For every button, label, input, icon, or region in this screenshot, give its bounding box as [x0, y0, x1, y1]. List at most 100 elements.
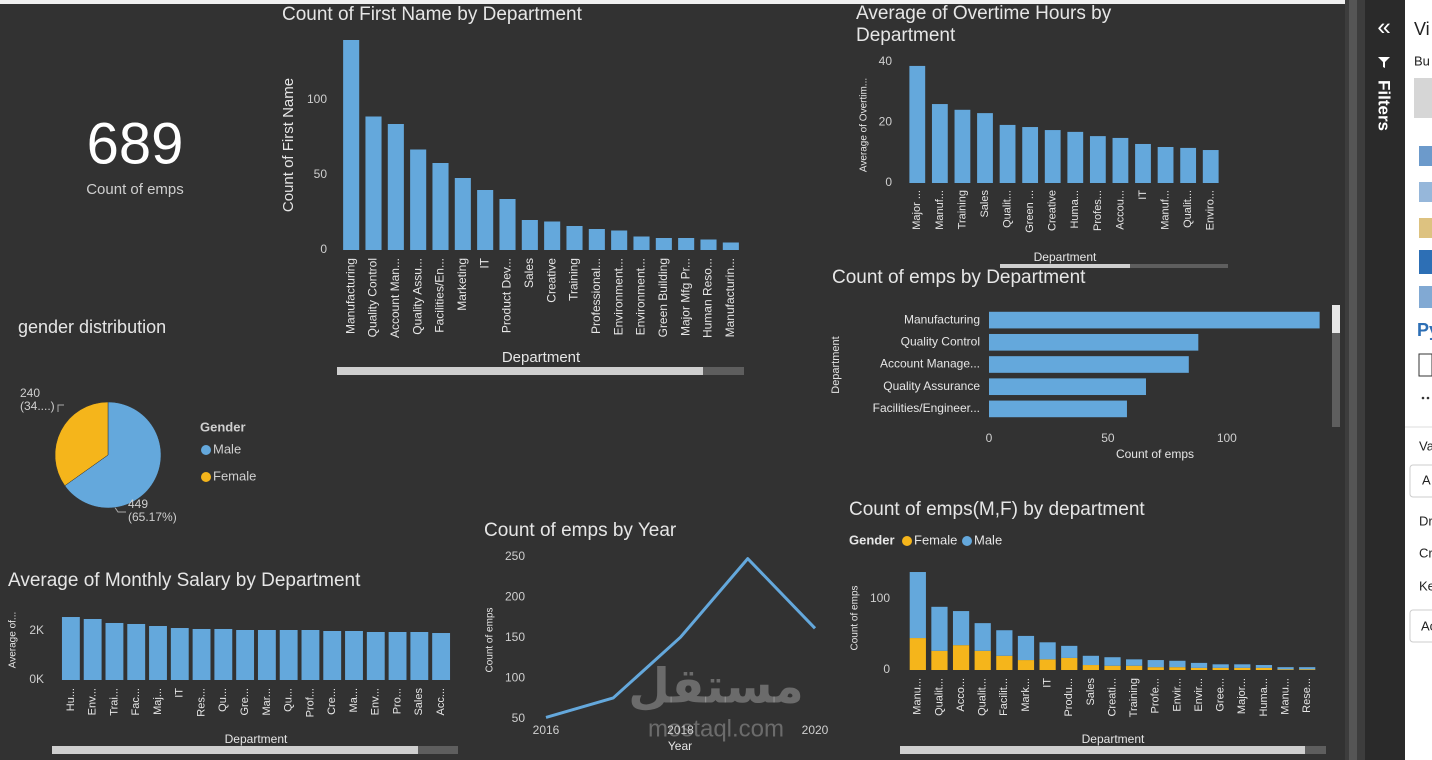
data-label: 449 (65.17%) — [128, 498, 177, 524]
bar — [1089, 136, 1106, 183]
field-well[interactable] — [1409, 464, 1432, 498]
scrollbar-thumb[interactable] — [1332, 305, 1340, 333]
x-tick-label: Cre... — [326, 688, 338, 715]
legend-swatch — [902, 536, 912, 546]
more-dot[interactable] — [1421, 396, 1425, 400]
bar — [989, 311, 1320, 329]
bar-segment — [931, 650, 948, 670]
bar-segment — [1255, 665, 1273, 668]
scrollbar-thumb[interactable] — [337, 367, 703, 375]
bar-segment — [1017, 660, 1035, 670]
x-tick-label: Manufacturin... — [723, 258, 737, 337]
bar — [544, 221, 561, 250]
chart-title: Count of emps(M,F) by department — [849, 499, 1145, 520]
bar — [633, 236, 650, 250]
x-tick-label: Quality Assu... — [410, 258, 424, 335]
x-tick-label: Green ... — [1024, 190, 1036, 233]
bar-segment — [952, 645, 970, 670]
visual-icon[interactable] — [1419, 286, 1432, 308]
bar-segment — [1061, 645, 1078, 658]
x-tick-label: Manuf... — [934, 190, 946, 230]
chart-title: Count of emps by Department — [832, 267, 1086, 288]
x-tick-label: Manufacturing — [343, 258, 357, 334]
scrollbar-thumb[interactable] — [52, 746, 418, 754]
x-tick-label: Manu... — [1279, 678, 1291, 715]
x-tick-label: Res... — [195, 688, 207, 717]
bar — [127, 623, 146, 680]
y-tick-label: 250 — [505, 549, 525, 563]
chart-title: gender distribution — [18, 317, 166, 337]
scrollbar-thumb[interactable] — [1000, 264, 1130, 268]
x-tick-label: Gre... — [239, 688, 251, 716]
filters-label[interactable]: Filters — [1375, 80, 1394, 131]
x-tick-label: 50 — [1101, 431, 1115, 445]
bar — [655, 238, 672, 250]
leader-line — [57, 404, 64, 412]
bar — [1157, 147, 1174, 183]
legend-label: Female — [213, 468, 256, 483]
y-tick-label: 0 — [885, 175, 892, 189]
visual-icon[interactable] — [1419, 250, 1432, 274]
x-tick-label: Sales — [979, 190, 991, 218]
y-axis-title: Average of Overtim... — [859, 78, 870, 172]
x-tick-label: Pro... — [391, 688, 403, 714]
field-well-text[interactable]: Ac — [1421, 618, 1432, 633]
bar-segment — [1104, 657, 1121, 666]
python-visual[interactable]: Py — [1417, 320, 1432, 340]
x-tick-label: Major... — [1236, 678, 1248, 714]
visual-icon-selected[interactable] — [1414, 78, 1432, 118]
visual-icon[interactable] — [1419, 182, 1432, 202]
bar-segment — [1061, 657, 1078, 670]
visual-icon[interactable] — [1418, 353, 1432, 377]
pane-scrollbar[interactable] — [1349, 0, 1357, 760]
bar-segment — [1212, 667, 1229, 670]
y-tick-label: 40 — [879, 54, 893, 68]
x-tick-label: Mar... — [261, 688, 273, 716]
bar-segment — [1277, 669, 1294, 670]
bar — [83, 618, 102, 680]
x-axis-title: Department — [1082, 732, 1145, 746]
x-tick-label: Qualit... — [1001, 190, 1013, 228]
section-label: Cr — [1419, 545, 1432, 560]
bar-segment — [1234, 664, 1251, 668]
pane-tab[interactable]: Bu — [1414, 53, 1430, 68]
x-tick-label: Creative — [544, 258, 558, 303]
x-tick-label: Creative — [1047, 190, 1059, 231]
collapse-button[interactable]: « — [1377, 13, 1390, 40]
y-tick-label: Quality Assurance — [883, 379, 980, 393]
x-tick-label: Manuf... — [1159, 190, 1171, 230]
x-tick-label: IT — [1042, 678, 1054, 688]
bar — [279, 629, 298, 680]
bar — [678, 238, 695, 250]
bar-segment — [1255, 667, 1273, 670]
bar — [588, 229, 605, 250]
bar — [477, 190, 494, 250]
x-tick-label: Marketing — [455, 258, 469, 311]
field-well[interactable] — [1409, 609, 1432, 643]
pie-slice — [54, 401, 109, 487]
visual-icon[interactable] — [1419, 218, 1432, 238]
bar-segment — [1082, 655, 1099, 666]
x-tick-label: Qualit... — [933, 678, 945, 716]
scrollbar-track[interactable] — [1332, 305, 1340, 427]
bar — [343, 40, 360, 250]
x-axis-title: Department — [1034, 250, 1097, 264]
bar — [365, 116, 382, 250]
x-tick-label: Fac... — [130, 688, 142, 716]
filters-pane[interactable] — [1365, 0, 1405, 760]
x-tick-label: Rese... — [1301, 678, 1313, 713]
x-tick-label: Huma... — [1258, 678, 1270, 717]
y-tick-label: 100 — [307, 92, 327, 106]
bar — [1067, 131, 1084, 183]
x-tick-label: Ma... — [348, 688, 360, 712]
chart-title: Average of Monthly Salary by Department — [8, 570, 361, 591]
visual-icon[interactable] — [1419, 146, 1432, 166]
pie-slice — [64, 401, 162, 509]
bar-segment — [1147, 660, 1164, 668]
x-tick-label: IT — [1137, 190, 1149, 200]
scrollbar-thumb[interactable] — [900, 746, 1305, 754]
field-well-text[interactable]: A — [1422, 472, 1431, 487]
bar — [521, 220, 538, 250]
legend-label: Male — [213, 441, 241, 456]
more-dot[interactable] — [1426, 396, 1430, 400]
